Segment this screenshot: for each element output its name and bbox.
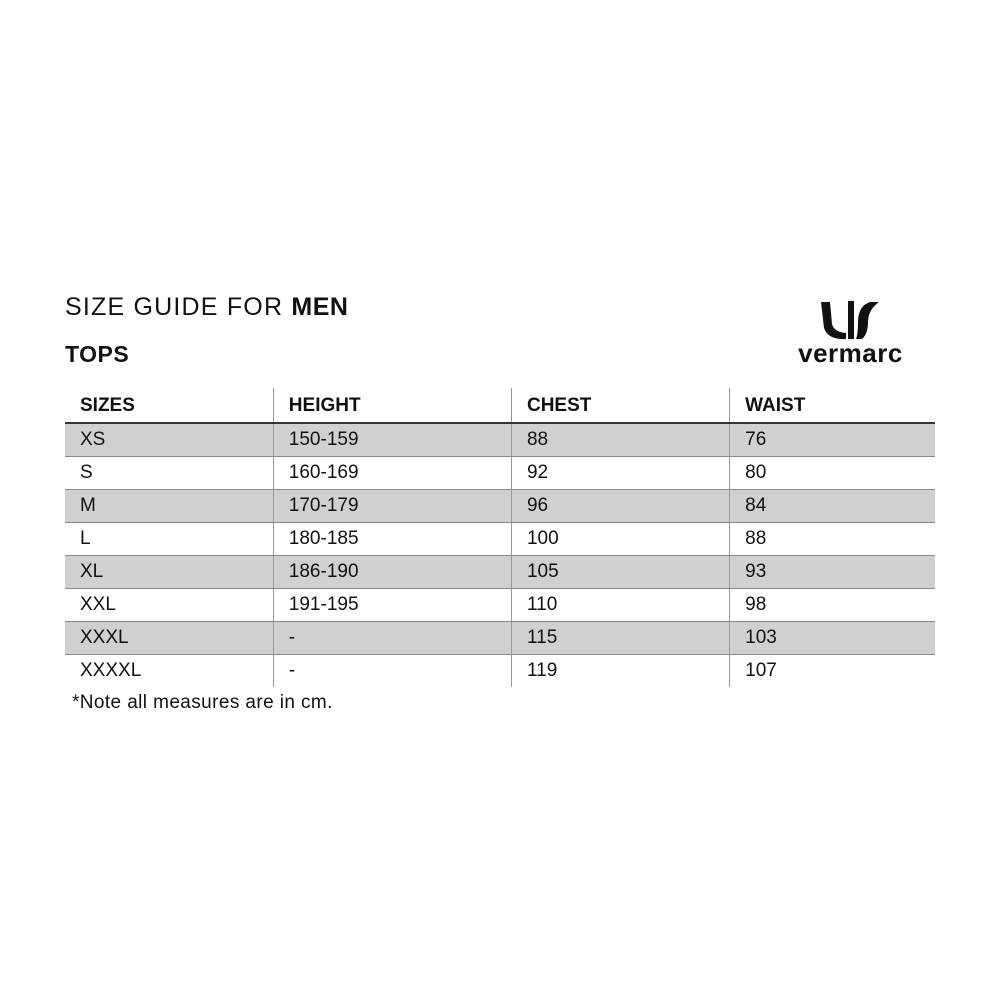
table-cell: XXXXL [80, 660, 142, 681]
table-cell: XXL [65, 588, 274, 622]
table-cell: 107 [729, 654, 935, 687]
table-cell: XXXL [65, 621, 274, 655]
vermarc-logo-mark-icon [821, 301, 879, 340]
table-cell: 93 [729, 555, 935, 589]
column-header-sizes: SIZES [65, 388, 274, 424]
table-cell: 98 [729, 588, 935, 622]
table-row: XXL 191-195 110 98 [65, 588, 935, 622]
table-cell: - [272, 654, 512, 687]
table-cell: 170-179 [272, 489, 512, 523]
table-cell: 84 [729, 489, 935, 523]
table-cell: 110 [510, 588, 730, 622]
table-cell: XL [65, 555, 274, 589]
table-cell: 88 [510, 423, 730, 457]
table-row: S 160-169 92 80 [65, 456, 935, 490]
table-cell: M [65, 489, 274, 523]
table-cell: 191-195 [272, 588, 512, 622]
table-cell: 100 [510, 522, 730, 556]
table-cell: XS [65, 423, 274, 457]
size-table: SIZES HEIGHT CHEST WAIST XS 150-159 88 76 S 160-… [65, 388, 935, 687]
vermarc-logo: vermarc [788, 300, 913, 370]
table-row: L 180-185 100 88 [65, 522, 935, 556]
table-cell: 180-185 [272, 522, 512, 556]
table-cell: - [272, 621, 512, 655]
table-cell: 88 [729, 522, 935, 556]
table-row: M 170-179 96 84 [65, 489, 935, 523]
table-cell: 80 [729, 456, 935, 490]
column-header-waist: WAIST [729, 388, 935, 424]
table-cell: L [65, 522, 274, 556]
table-cell: 119 [510, 654, 730, 687]
measurement-note: *Note all measures are in cm. [72, 692, 333, 713]
table-cell: 186-190 [272, 555, 512, 589]
column-header-chest: CHEST [510, 388, 730, 424]
table-row: XXXXL -119 107 [65, 654, 935, 687]
logo-text: vermarc [798, 338, 903, 368]
table-cell: 76 [729, 423, 935, 457]
table-cell: 96 [510, 489, 730, 523]
table-cell: 160-169 [272, 456, 512, 490]
title-emphasis: MEN [291, 293, 349, 321]
section-title: TOPS [65, 341, 130, 367]
table-row: XXXL -115 103 [65, 621, 935, 655]
title-prefix: SIZE GUIDE FOR [65, 293, 284, 321]
table-cell: 115 [510, 621, 730, 655]
table-cell: S [65, 456, 274, 490]
table-row: XL 186-190 105 93 [65, 555, 935, 589]
table-cell: 103 [729, 621, 935, 655]
table-row: XS 150-159 88 76 [65, 423, 935, 457]
table-cell: 92 [510, 456, 730, 490]
table-cell: 150-159 [272, 423, 512, 457]
table-cell: 105 [510, 555, 730, 589]
page-title: SIZE GUIDE FOR MEN [65, 293, 348, 322]
column-header-height: HEIGHT [272, 388, 512, 424]
